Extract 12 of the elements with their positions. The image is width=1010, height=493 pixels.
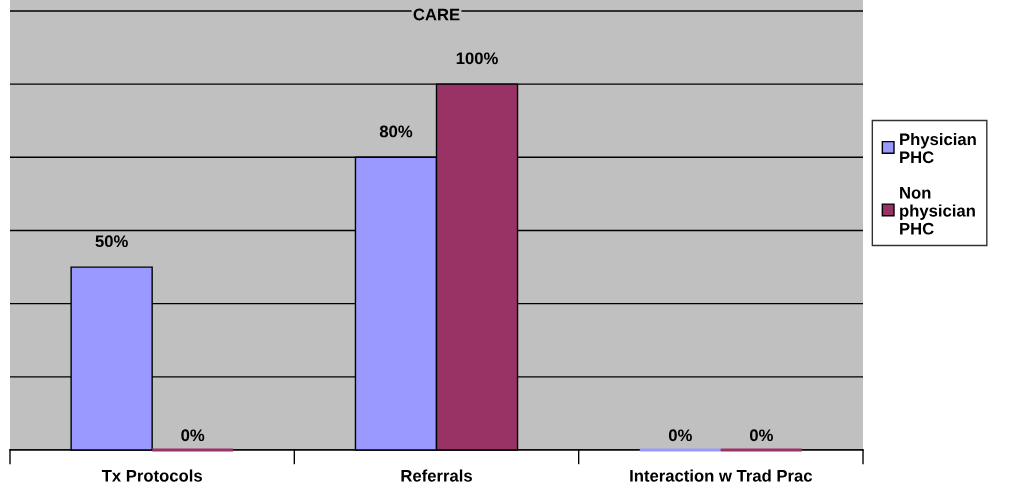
data-label: 100% xyxy=(456,52,498,65)
data-label: 80% xyxy=(379,125,413,138)
x-tick-label: Tx Protocols xyxy=(101,469,202,482)
chart-title: CARE xyxy=(413,8,460,21)
data-label: 0% xyxy=(181,429,205,442)
x-tick-label: Interaction w Trad Prac xyxy=(630,469,813,482)
data-label: 0% xyxy=(749,429,773,442)
legend-label: Physician PHC xyxy=(900,132,976,164)
data-label: 0% xyxy=(668,429,692,442)
x-tick-label: Referrals xyxy=(401,469,472,482)
data-label: 50% xyxy=(95,235,128,248)
legend-label: Non physician PHC xyxy=(900,187,975,235)
